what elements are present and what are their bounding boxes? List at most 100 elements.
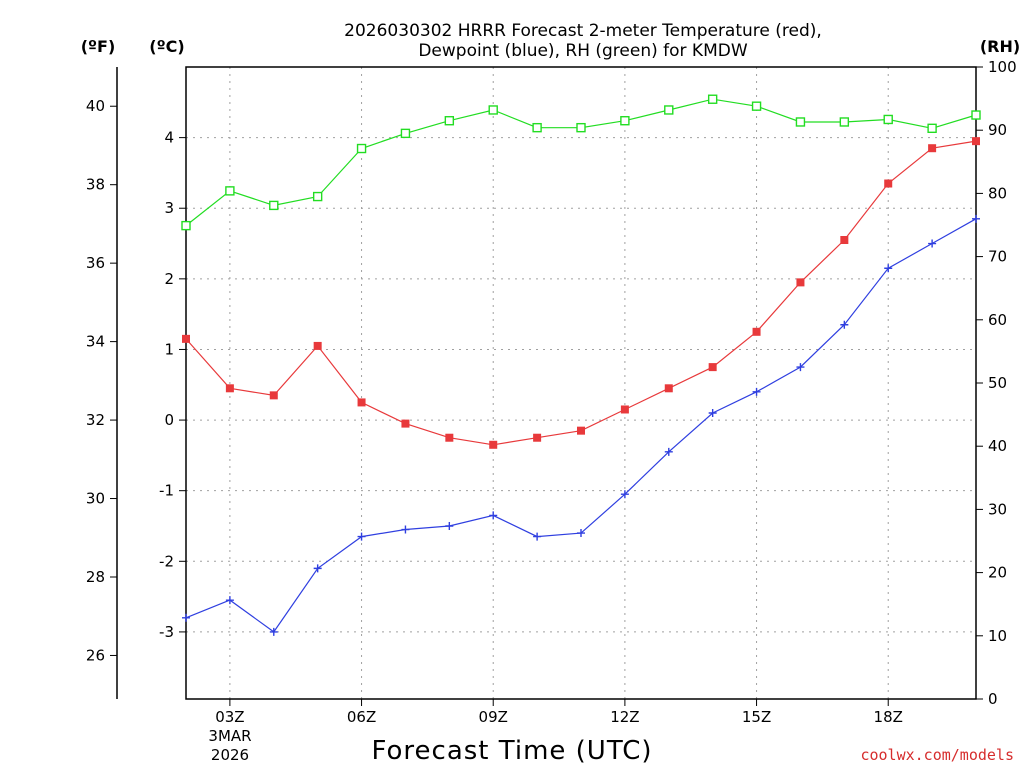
dewpoint-point bbox=[401, 525, 410, 534]
temperature-point bbox=[357, 398, 366, 407]
dewpoint-point bbox=[533, 532, 542, 541]
rh-tick-label: 60 bbox=[988, 311, 1007, 329]
rh-tick-label: 100 bbox=[988, 58, 1017, 76]
celsius-tick-label: 2 bbox=[164, 270, 174, 288]
dewpoint-point bbox=[752, 387, 761, 396]
rh-tick-label: 20 bbox=[988, 564, 1007, 582]
fahrenheit-tick-label: 28 bbox=[86, 568, 105, 586]
rh-tick-label: 40 bbox=[988, 437, 1007, 455]
plot-frame bbox=[185, 66, 977, 700]
rh-point bbox=[795, 117, 806, 127]
series-temperature bbox=[182, 137, 980, 449]
fahrenheit-tick-label: 40 bbox=[86, 97, 105, 115]
rh-point bbox=[488, 105, 498, 115]
chart-title-line-2: Dewpoint (blue), RH (green) for KMDW bbox=[418, 41, 747, 61]
dewpoint-point bbox=[928, 239, 937, 248]
dewpoint-point bbox=[664, 447, 673, 456]
x-tick-label: 12Z bbox=[610, 708, 639, 726]
fahrenheit-tick-label: 32 bbox=[86, 411, 105, 429]
temperature-point bbox=[445, 433, 454, 442]
rh-point bbox=[400, 128, 411, 139]
celsius-tick-label: 3 bbox=[164, 199, 174, 217]
temperature-point bbox=[796, 278, 805, 287]
x-tick-label: 18Z bbox=[874, 708, 903, 726]
fahrenheit-tick-label: 34 bbox=[86, 333, 105, 351]
temperature-point bbox=[928, 144, 937, 153]
celsius-tick-label: -2 bbox=[159, 552, 174, 570]
temperature-point bbox=[664, 384, 673, 393]
dewpoint-point bbox=[445, 521, 454, 530]
dewpoint-point bbox=[620, 490, 629, 499]
temperature-point bbox=[577, 426, 585, 435]
rh-tick-label: 0 bbox=[988, 690, 998, 708]
rh-tick-label: 10 bbox=[988, 627, 1007, 645]
temperature-point bbox=[972, 137, 980, 146]
temperature-point bbox=[313, 341, 322, 350]
dewpoint-point bbox=[577, 529, 585, 538]
dewpoint-point bbox=[840, 320, 849, 329]
temperature-point bbox=[225, 384, 234, 393]
fahrenheit-tick-label: 36 bbox=[86, 254, 105, 272]
rh-point bbox=[532, 122, 542, 133]
celsius-tick-label: -3 bbox=[159, 623, 174, 641]
rh-point bbox=[312, 191, 323, 202]
rh-tick-label: 70 bbox=[988, 248, 1007, 266]
x-tick-label: 06Z bbox=[347, 708, 376, 726]
fahrenheit-tick-label: 30 bbox=[86, 490, 105, 508]
series-rh bbox=[181, 94, 981, 231]
rh-point bbox=[707, 94, 718, 104]
rh-point bbox=[576, 122, 586, 133]
temperature-point bbox=[533, 433, 542, 442]
temperature-line bbox=[185, 140, 977, 446]
temperature-point bbox=[752, 327, 761, 336]
dewpoint-point bbox=[313, 564, 322, 573]
temperature-point bbox=[269, 391, 278, 400]
dewpoint-point bbox=[269, 627, 278, 636]
rh-point bbox=[444, 116, 455, 126]
rh-point bbox=[620, 116, 630, 126]
temperature-point bbox=[840, 236, 849, 245]
dewpoint-point bbox=[489, 511, 498, 520]
celsius-tick-label: 4 bbox=[164, 129, 174, 147]
temperature-point bbox=[489, 440, 498, 449]
chart-title-line-1: 2026030302 HRRR Forecast 2-meter Tempera… bbox=[344, 21, 822, 41]
grid-lines bbox=[186, 67, 976, 699]
dewpoint-line bbox=[185, 218, 977, 633]
rh-line bbox=[185, 98, 977, 227]
rh-tick-label: 50 bbox=[988, 374, 1007, 392]
celsius-tick-label: 1 bbox=[164, 340, 174, 358]
data-series bbox=[181, 94, 981, 636]
rh-point bbox=[225, 186, 235, 196]
rh-tick-label: 80 bbox=[988, 184, 1007, 202]
rh-tick-label: 30 bbox=[988, 500, 1007, 518]
rh-point bbox=[751, 101, 762, 111]
dewpoint-point bbox=[884, 264, 893, 273]
dewpoint-point bbox=[972, 214, 980, 223]
rh-point bbox=[664, 105, 674, 115]
x-tick-label: 09Z bbox=[479, 708, 508, 726]
rh-point bbox=[971, 110, 981, 120]
rh-point bbox=[269, 200, 279, 211]
rh-point bbox=[883, 114, 893, 125]
credit-watermark: coolwx.com/models bbox=[860, 746, 1014, 764]
rh-point bbox=[356, 143, 367, 154]
dewpoint-point bbox=[357, 532, 366, 541]
series-dewpoint bbox=[182, 214, 980, 636]
celsius-tick-label: -1 bbox=[159, 482, 174, 500]
rh-point bbox=[927, 123, 937, 134]
rh-point bbox=[181, 220, 191, 231]
dewpoint-point bbox=[225, 596, 234, 605]
x-axis-title: Forecast Time (UTC) bbox=[371, 736, 652, 766]
temperature-point bbox=[620, 405, 629, 414]
dewpoint-point bbox=[182, 613, 190, 622]
rh-tick-label: 90 bbox=[988, 121, 1007, 139]
x-date-year-label: 2026 bbox=[211, 746, 249, 764]
axes: -3-2-10123426283032343638400102030405060… bbox=[86, 58, 1017, 726]
dewpoint-point bbox=[708, 409, 717, 418]
temperature-point bbox=[884, 179, 893, 188]
celsius-unit-label: (ºC) bbox=[149, 37, 184, 56]
celsius-tick-label: 0 bbox=[164, 411, 174, 429]
x-date-month-label: 3MAR bbox=[208, 727, 251, 745]
temperature-point bbox=[401, 419, 410, 428]
x-tick-label: 03Z bbox=[215, 708, 244, 726]
